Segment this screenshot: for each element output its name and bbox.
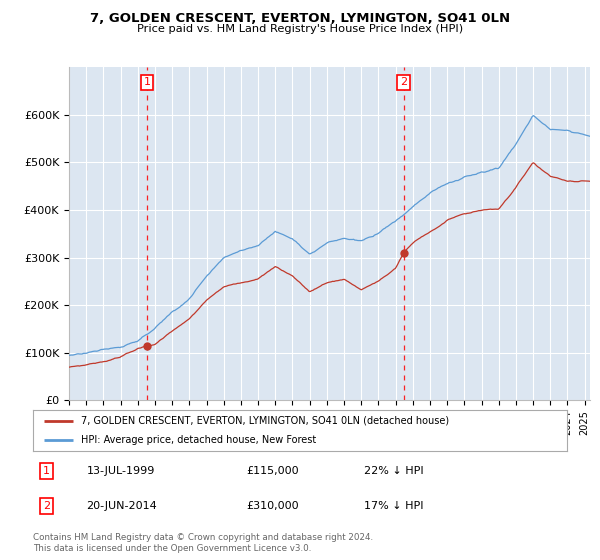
Text: HPI: Average price, detached house, New Forest: HPI: Average price, detached house, New …: [81, 435, 316, 445]
Text: 2: 2: [400, 77, 407, 87]
Text: £115,000: £115,000: [247, 466, 299, 476]
Text: Contains HM Land Registry data © Crown copyright and database right 2024.
This d: Contains HM Land Registry data © Crown c…: [33, 533, 373, 553]
Text: £310,000: £310,000: [247, 501, 299, 511]
Text: 7, GOLDEN CRESCENT, EVERTON, LYMINGTON, SO41 0LN: 7, GOLDEN CRESCENT, EVERTON, LYMINGTON, …: [90, 12, 510, 25]
Text: 2: 2: [43, 501, 50, 511]
Text: 20-JUN-2014: 20-JUN-2014: [86, 501, 157, 511]
Text: 7, GOLDEN CRESCENT, EVERTON, LYMINGTON, SO41 0LN (detached house): 7, GOLDEN CRESCENT, EVERTON, LYMINGTON, …: [81, 416, 449, 426]
Text: 22% ↓ HPI: 22% ↓ HPI: [364, 466, 424, 476]
Text: 1: 1: [43, 466, 50, 476]
Text: 13-JUL-1999: 13-JUL-1999: [86, 466, 155, 476]
Text: 17% ↓ HPI: 17% ↓ HPI: [364, 501, 424, 511]
Text: 1: 1: [143, 77, 151, 87]
Text: Price paid vs. HM Land Registry's House Price Index (HPI): Price paid vs. HM Land Registry's House …: [137, 24, 463, 34]
